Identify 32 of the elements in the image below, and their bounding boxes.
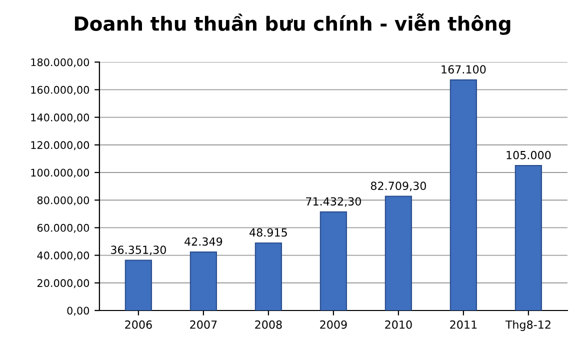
- bar: [514, 165, 542, 310]
- y-tick-label: 180.000,00: [31, 58, 90, 68]
- data-label: 36.351,30: [111, 246, 166, 256]
- bar: [320, 211, 348, 310]
- bar: [190, 252, 218, 310]
- x-tick-label: 2011: [450, 320, 477, 329]
- data-label: 82.709,30: [370, 182, 426, 192]
- y-tick-label: 20.000,00: [37, 279, 90, 288]
- data-label: 48.915: [250, 228, 287, 237]
- y-tick-label: 160.000,00: [31, 86, 90, 95]
- y-tick-label: 40.000,00: [37, 252, 90, 260]
- x-tick-label: 2006: [125, 320, 152, 329]
- y-tick-label: 60.000,00: [37, 224, 90, 233]
- y-tick-label: 100.000,00: [31, 168, 90, 178]
- y-tick-label: 80.000,00: [37, 196, 90, 206]
- y-tick-label: 140.000,00: [31, 114, 90, 122]
- x-tick-label: 2007: [190, 320, 217, 329]
- x-tick-label: 2010: [385, 320, 412, 329]
- chart-title: Doanh thu thuần bưu chính - viễn thông: [74, 13, 510, 35]
- bar: [124, 260, 152, 310]
- bar: [384, 196, 412, 310]
- bar: [450, 79, 478, 310]
- data-label: 71.432,30: [306, 197, 361, 207]
- data-label: 167.100: [442, 65, 486, 74]
- x-tick-label: 2008: [255, 320, 282, 329]
- data-label: 105.000: [506, 150, 551, 160]
- y-tick-label: 0,00: [67, 306, 90, 316]
- data-label: 42.349: [184, 237, 222, 246]
- bar: [254, 242, 282, 310]
- y-tick-label: 120.000,00: [31, 141, 90, 150]
- x-tick-label: Thg8-12: [505, 320, 550, 331]
- x-tick-label: 2009: [320, 320, 347, 329]
